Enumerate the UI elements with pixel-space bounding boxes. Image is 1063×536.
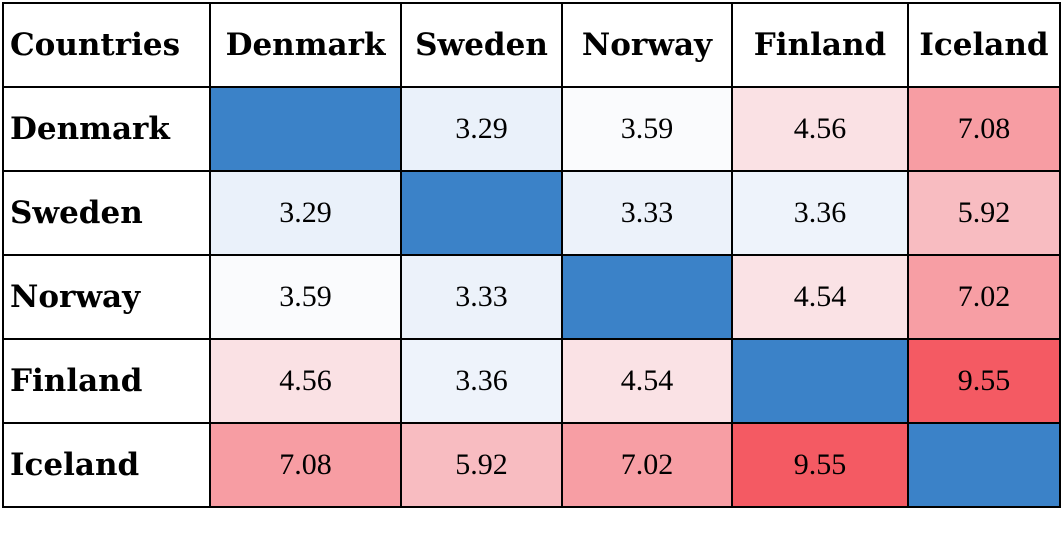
diagonal-cell bbox=[209, 86, 402, 172]
heatmap-cell: 4.56 bbox=[731, 86, 909, 172]
row-header: Norway bbox=[2, 254, 211, 340]
heatmap-cell: 7.02 bbox=[561, 422, 733, 508]
column-header: Finland bbox=[731, 2, 909, 88]
column-header: Sweden bbox=[400, 2, 563, 88]
row-header: Iceland bbox=[2, 422, 211, 508]
heatmap-cell: 7.08 bbox=[209, 422, 402, 508]
row-header: Denmark bbox=[2, 86, 211, 172]
heatmap-cell: 9.55 bbox=[907, 338, 1061, 424]
diagonal-cell bbox=[907, 422, 1061, 508]
heatmap-cell: 4.56 bbox=[209, 338, 402, 424]
column-header: Norway bbox=[561, 2, 733, 88]
heatmap-cell: 9.55 bbox=[731, 422, 909, 508]
row-header: Finland bbox=[2, 338, 211, 424]
heatmap-cell: 7.08 bbox=[907, 86, 1061, 172]
heatmap-table: Countries Denmark Sweden Norway Finland … bbox=[2, 2, 1061, 508]
heatmap-cell: 3.36 bbox=[731, 170, 909, 256]
corner-label: Countries bbox=[2, 2, 211, 88]
heatmap-cell: 5.92 bbox=[907, 170, 1061, 256]
column-header: Denmark bbox=[209, 2, 402, 88]
table-row: Sweden 3.29 3.33 3.36 5.92 bbox=[2, 170, 1061, 256]
heatmap-cell: 3.59 bbox=[561, 86, 733, 172]
heatmap-cell: 3.33 bbox=[400, 254, 563, 340]
heatmap-body: Denmark 3.29 3.59 4.56 7.08 Sweden 3.29 3.33 3.3… bbox=[2, 86, 1061, 508]
table-row: Iceland 7.08 5.92 7.02 9.55 bbox=[2, 422, 1061, 508]
heatmap-cell: 7.02 bbox=[907, 254, 1061, 340]
table-row: Finland 4.56 3.36 4.54 9.55 bbox=[2, 338, 1061, 424]
heatmap-cell: 3.33 bbox=[561, 170, 733, 256]
header-row: Countries Denmark Sweden Norway Finland … bbox=[2, 2, 1061, 88]
heatmap-cell: 4.54 bbox=[561, 338, 733, 424]
heatmap-cell: 3.59 bbox=[209, 254, 402, 340]
heatmap-cell: 3.29 bbox=[209, 170, 402, 256]
row-header: Sweden bbox=[2, 170, 211, 256]
heatmap-cell: 5.92 bbox=[400, 422, 563, 508]
heatmap-cell: 3.36 bbox=[400, 338, 563, 424]
table-row: Denmark 3.29 3.59 4.56 7.08 bbox=[2, 86, 1061, 172]
diagonal-cell bbox=[561, 254, 733, 340]
table-row: Norway 3.59 3.33 4.54 7.02 bbox=[2, 254, 1061, 340]
heatmap-cell: 4.54 bbox=[731, 254, 909, 340]
diagonal-cell bbox=[400, 170, 563, 256]
diagonal-cell bbox=[731, 338, 909, 424]
column-header: Iceland bbox=[907, 2, 1061, 88]
heatmap-cell: 3.29 bbox=[400, 86, 563, 172]
